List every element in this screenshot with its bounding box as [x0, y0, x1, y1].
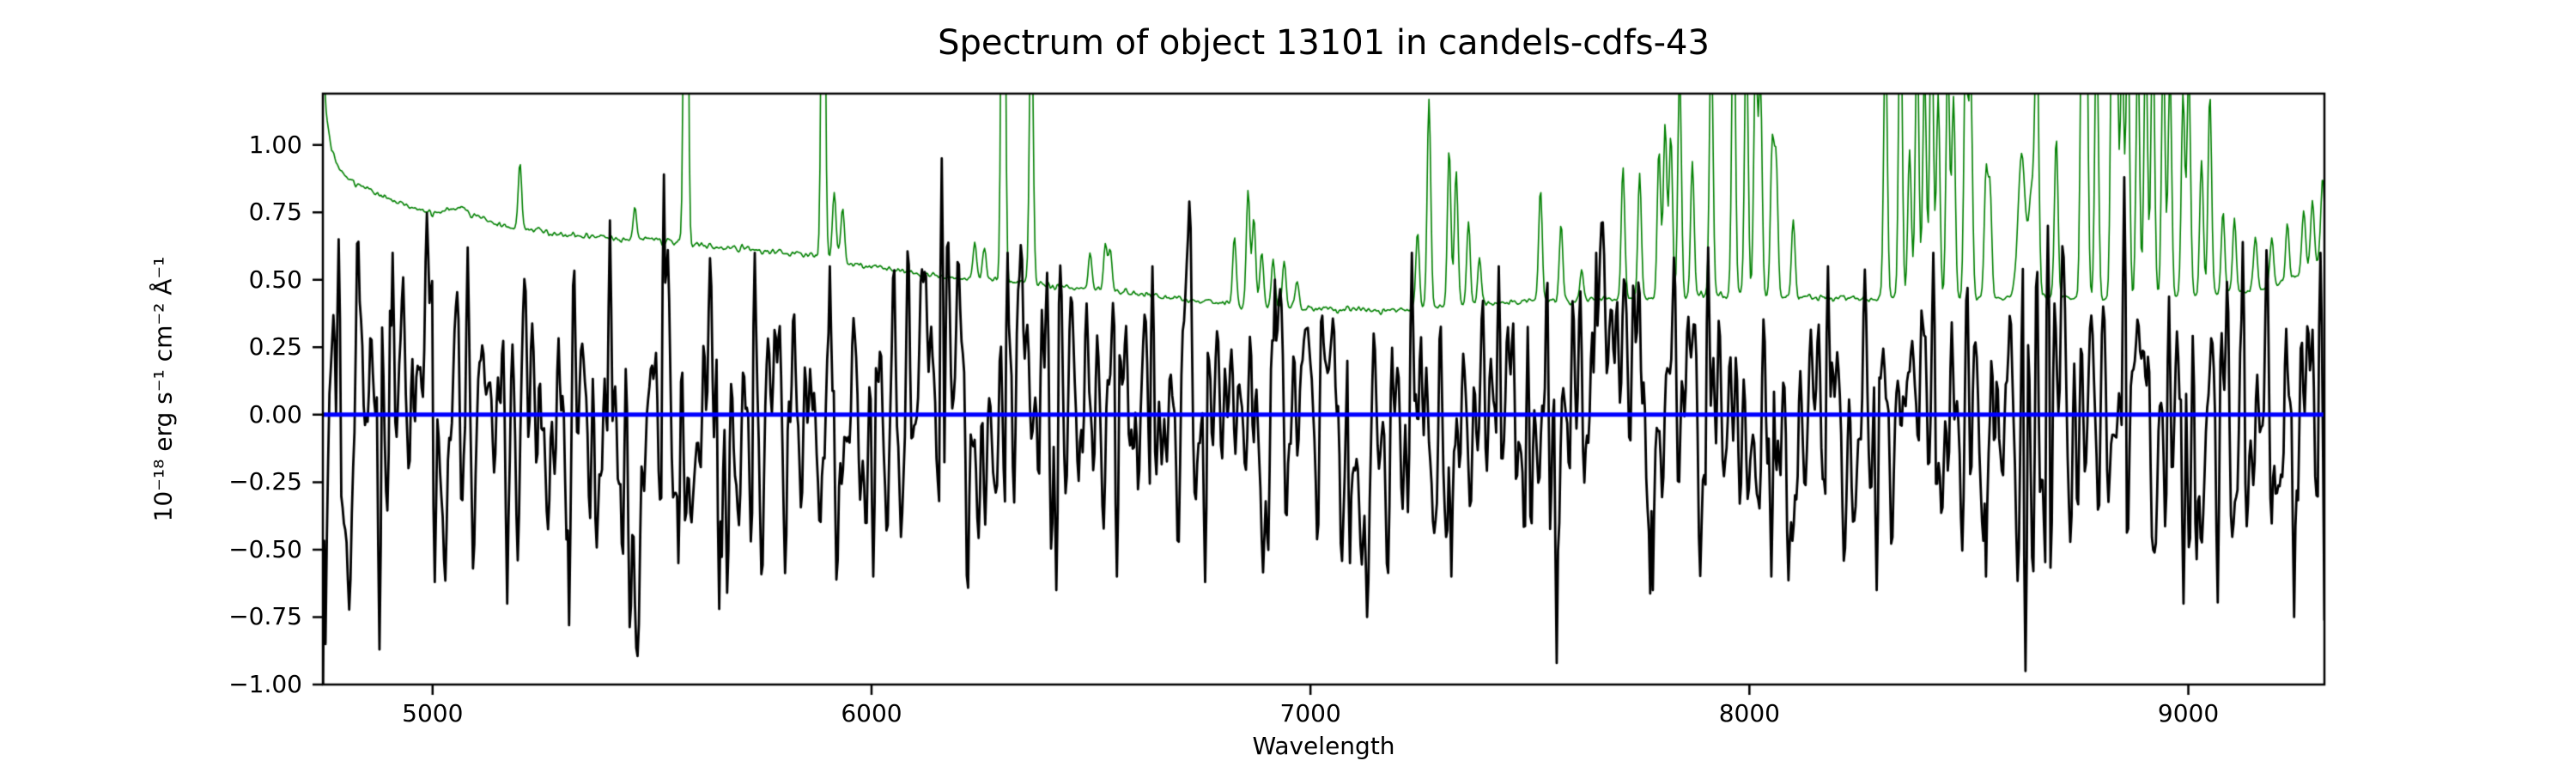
- y-tick-label: 0.25: [248, 332, 302, 362]
- y-tick-label: 0.75: [248, 198, 302, 227]
- x-tick-label: 5000: [402, 699, 464, 727]
- x-tick-label: 8000: [1718, 699, 1780, 727]
- y-tick-label: 0.50: [248, 265, 302, 294]
- y-tick-label: 1.00: [248, 130, 302, 159]
- y-tick-label: −0.25: [228, 467, 302, 496]
- y-tick-label: −0.50: [228, 534, 302, 563]
- x-axis-label: Wavelength: [1252, 732, 1395, 760]
- y-tick-label: −1.00: [228, 670, 302, 698]
- chart-title: Spectrum of object 13101 in candels-cdfs…: [938, 23, 1710, 63]
- x-tick-label: 7000: [1279, 699, 1341, 727]
- x-tick-label: 9000: [2157, 699, 2220, 727]
- x-tick-label: 6000: [841, 699, 902, 727]
- y-tick-label: 0.00: [248, 399, 302, 429]
- y-tick-label: −0.75: [228, 602, 302, 631]
